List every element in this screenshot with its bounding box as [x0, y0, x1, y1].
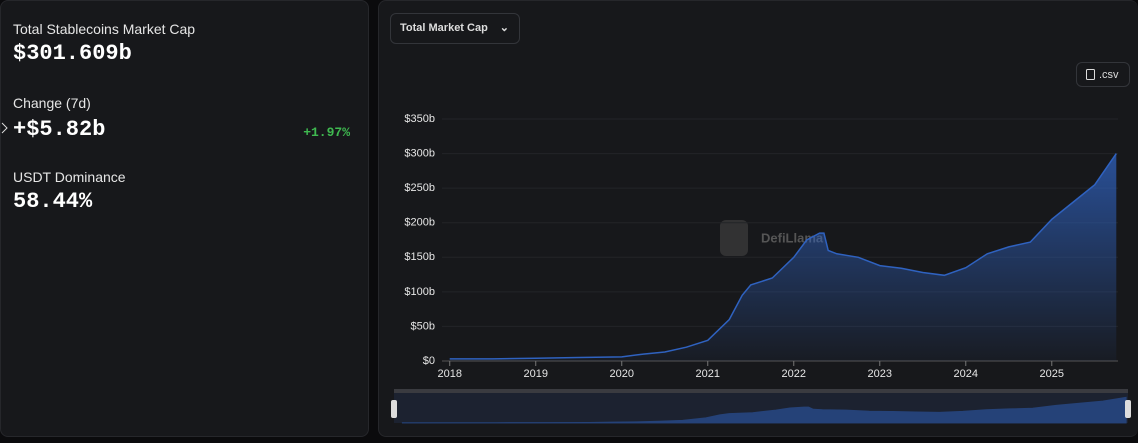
x-tick-label: 2021 [696, 368, 720, 380]
dropdown-label: Total Market Cap [400, 22, 488, 34]
file-icon [1086, 69, 1095, 80]
dropdown[interactable]: Total Market Cap ⌄ [390, 13, 520, 44]
area [449, 153, 1117, 361]
brush-handle[interactable] [391, 400, 397, 418]
watermark-logo [720, 220, 748, 256]
y-tick-label: $200b [404, 217, 435, 229]
y-tick-label: $250b [404, 182, 435, 194]
line [449, 153, 1117, 360]
y-tick-label: $350b [404, 113, 435, 125]
x-tick-label: 2025 [1040, 368, 1064, 380]
y-tick-label: $100b [404, 286, 435, 298]
csv-button[interactable]: .csv [1076, 62, 1130, 87]
chevron: ⌄ [499, 22, 509, 34]
stat-value: +$5.82b [13, 117, 106, 142]
y-tick-label: $150b [404, 251, 435, 263]
stat-label: Total Stablecoins Market Cap [13, 21, 196, 37]
csv-label: .csv [1099, 69, 1119, 81]
x-tick-label: 2024 [954, 368, 978, 380]
brush-handle[interactable] [1125, 400, 1131, 418]
stat-label: USDT Dominance [13, 169, 126, 185]
y-tick-label: $0 [423, 355, 435, 367]
chart: DefiLlama $0$50b$100b$150b$200b$250b$300… [391, 113, 1131, 424]
stat-label: Change (7d) [13, 95, 91, 111]
x-tick-label: 2020 [610, 368, 634, 380]
brush-area [401, 396, 1127, 424]
x-tick-label: 2018 [437, 368, 461, 380]
x-tick-label: 2019 [524, 368, 548, 380]
stats-panel: Total Stablecoins Market Cap $301.609b C… [0, 0, 369, 437]
y-tick-label: $300b [404, 147, 435, 159]
expand-icon[interactable] [1, 122, 9, 134]
brush-track [394, 389, 1128, 393]
x-tick-label: 2022 [782, 368, 806, 380]
stat-value: 58.44% [13, 189, 93, 214]
y-tick-label: $50b [411, 320, 435, 332]
stat-value: $301.609b [13, 41, 132, 66]
stat-percent: +1.97% [303, 125, 350, 140]
x-tick-label: 2023 [868, 368, 892, 380]
chart-panel: Total Market Cap ⌄ .csv DefiLlama $0 $50b $… [378, 0, 1138, 437]
